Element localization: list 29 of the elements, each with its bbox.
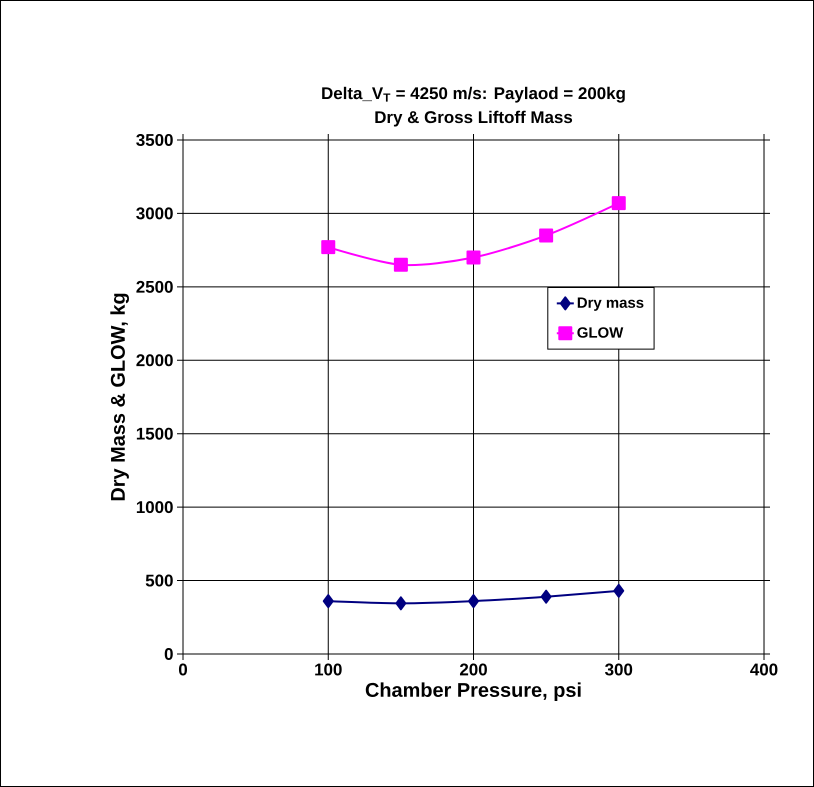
x-tick-label: 300 — [605, 664, 632, 676]
point — [540, 590, 552, 604]
x-axis-title: Chamber Pressure, psi — [366, 682, 581, 701]
y-tick-label: 500 — [146, 574, 173, 587]
point — [612, 196, 626, 210]
y-tick-label: 2000 — [136, 354, 173, 366]
point — [539, 228, 554, 242]
y-tick-label: 0 — [164, 648, 173, 660]
y-tick-label: 3500 — [136, 134, 173, 146]
point — [394, 258, 408, 272]
x-tick-label: 400 — [750, 664, 778, 676]
x-tick-label: 0 — [178, 664, 188, 676]
x-tick-label: 200 — [460, 664, 487, 676]
y-tick-label: 1500 — [136, 428, 173, 440]
y-tick-label: 1000 — [136, 501, 173, 514]
legend-label: Dry mass — [578, 297, 644, 311]
point — [321, 240, 336, 254]
y-tick-label: 3000 — [136, 207, 173, 220]
point — [395, 596, 406, 610]
y-tick-label: 2500 — [136, 280, 173, 293]
chart-subtitle: Dry & Gross Liftoff Mass — [375, 110, 572, 126]
point — [468, 594, 480, 608]
point — [613, 584, 624, 598]
y-axis-title: Dry Mass & GLOW, kg — [110, 294, 129, 500]
point — [322, 594, 334, 608]
chart-title: Delta_V$_{T}$ = 4250 m/s: Paylaod = 200kg — [322, 86, 625, 103]
x-tick-label: 100 — [315, 664, 342, 676]
point — [466, 250, 481, 264]
legend-label: GLOW — [577, 327, 624, 338]
